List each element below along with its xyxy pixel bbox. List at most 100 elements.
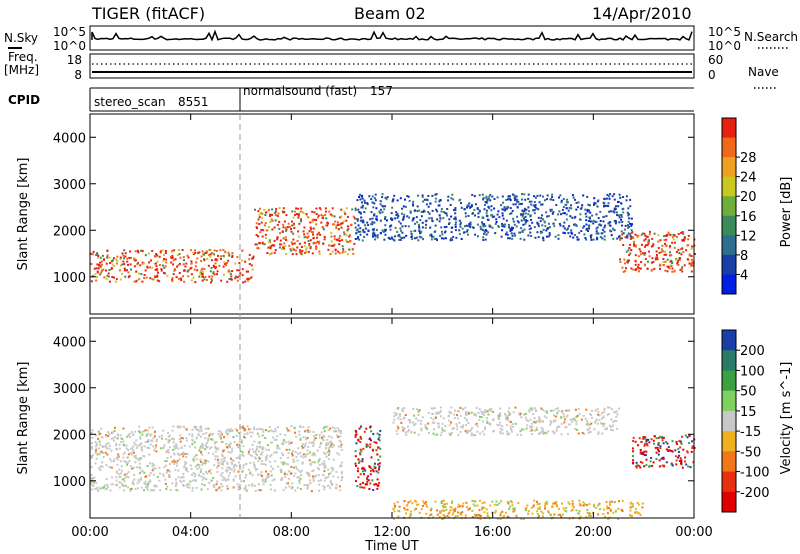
- echo-cell-1: [298, 251, 301, 254]
- echo-cell-2: [602, 220, 605, 223]
- echo-cell-4: [572, 506, 575, 509]
- echo-cell-2: [424, 226, 427, 229]
- echo-cell-0: [98, 443, 101, 446]
- ytick-label: 1000: [53, 475, 86, 490]
- echo-cell-2: [430, 407, 433, 410]
- echo-cell-3: [691, 263, 694, 266]
- echo-cell-1: [270, 218, 273, 221]
- echo-cell-0: [102, 445, 105, 448]
- echo-cell-0: [242, 427, 245, 430]
- echo-cell-2: [617, 205, 620, 208]
- echo-cell-2: [434, 200, 437, 203]
- echo-cell-0: [216, 448, 219, 451]
- echo-cell-2: [435, 193, 438, 196]
- echo-cell-2: [411, 219, 414, 222]
- echo-cell-4: [579, 502, 581, 505]
- echo-cell-2: [587, 431, 590, 434]
- echo-cell-0: [337, 445, 340, 448]
- echo-cell-2: [574, 234, 576, 237]
- echo-cell-0: [200, 255, 203, 258]
- echo-cell-0: [231, 429, 234, 432]
- echo-cell-1: [363, 473, 365, 476]
- echo-cell-2: [536, 222, 539, 225]
- echo-cell-0: [139, 443, 142, 446]
- echo-cell-0: [97, 489, 100, 492]
- echo-cell-4: [396, 501, 399, 504]
- echo-cell-2: [501, 428, 504, 431]
- echo-cell-4: [608, 500, 611, 503]
- echo-cell-0: [211, 279, 213, 282]
- echo-cell-2: [597, 410, 600, 413]
- echo-cell-0: [187, 275, 190, 278]
- echo-cell-2: [625, 199, 628, 202]
- echo-cell-3: [648, 441, 651, 444]
- echo-cell-1: [370, 456, 373, 459]
- echo-cell-0: [228, 429, 231, 432]
- echo-cell-0: [338, 439, 341, 442]
- echo-cell-2: [549, 208, 552, 211]
- echo-cell-4: [538, 502, 541, 505]
- echo-cell-0: [258, 456, 260, 459]
- echo-cell-0: [194, 473, 197, 476]
- echo-cell-2: [592, 238, 595, 241]
- echo-cell-2: [469, 221, 472, 224]
- echo-cell-0: [94, 487, 97, 490]
- echo-cell-2: [491, 226, 494, 229]
- echo-cell-0: [134, 454, 137, 457]
- echo-cell-4: [555, 504, 558, 507]
- echo-cell-2: [599, 210, 602, 213]
- echo-cell-4: [599, 508, 601, 511]
- echo-cell-3: [658, 442, 660, 445]
- echo-cell-4: [562, 507, 565, 510]
- echo-cell-2: [487, 205, 490, 208]
- echo-cell-2: [585, 228, 588, 231]
- echo-cell-2: [577, 201, 580, 204]
- echo-cell-0: [173, 269, 176, 272]
- echo-cell-0: [235, 434, 238, 437]
- echo-cell-0: [111, 276, 114, 278]
- echo-cell-4: [506, 501, 509, 503]
- echo-cell-2: [481, 193, 484, 196]
- echo-cell-3: [642, 252, 644, 255]
- echo-cell-3: [688, 442, 691, 444]
- echo-cell-0: [200, 427, 203, 430]
- echo-cell-3: [677, 456, 679, 459]
- echo-cell-3: [681, 270, 684, 273]
- echo-cell-0: [179, 440, 182, 443]
- echo-cell-1: [378, 439, 381, 442]
- echo-cell-0: [194, 446, 197, 449]
- echo-cell-1: [300, 246, 303, 248]
- echo-cell-0: [233, 465, 236, 468]
- echo-cell-0: [287, 477, 290, 480]
- echo-cell-1: [265, 229, 268, 232]
- echo-cell-1: [304, 251, 307, 254]
- colorbar-segment: [722, 215, 736, 236]
- echo-cell-0: [123, 460, 126, 463]
- echo-cell-0: [144, 441, 147, 443]
- echo-cell-0: [247, 468, 250, 471]
- echo-cell-1: [366, 444, 369, 447]
- echo-cell-0: [185, 456, 188, 458]
- echo-cell-2: [438, 425, 441, 428]
- echo-cell-0: [119, 475, 122, 478]
- echo-cell-2: [510, 226, 513, 229]
- echo-cell-2: [604, 204, 607, 207]
- echo-cell-0: [108, 444, 111, 447]
- echo-cell-2: [569, 235, 572, 238]
- echo-cell-2: [591, 214, 594, 217]
- echo-cell-0: [220, 279, 223, 282]
- echo-cell-0: [105, 464, 108, 467]
- echo-cell-0: [199, 458, 202, 461]
- echo-cell-0: [133, 259, 136, 262]
- echo-cell-1: [274, 249, 277, 252]
- echo-cell-2: [511, 234, 514, 237]
- echo-cell-4: [557, 513, 560, 516]
- echo-cell-1: [268, 241, 270, 243]
- echo-cell-2: [504, 223, 507, 226]
- echo-cell-0: [339, 489, 342, 492]
- echo-cell-2: [591, 409, 594, 412]
- echo-cell-2: [428, 432, 430, 434]
- echo-cell-2: [458, 199, 461, 202]
- echo-cell-1: [261, 235, 264, 238]
- echo-cell-2: [528, 228, 531, 231]
